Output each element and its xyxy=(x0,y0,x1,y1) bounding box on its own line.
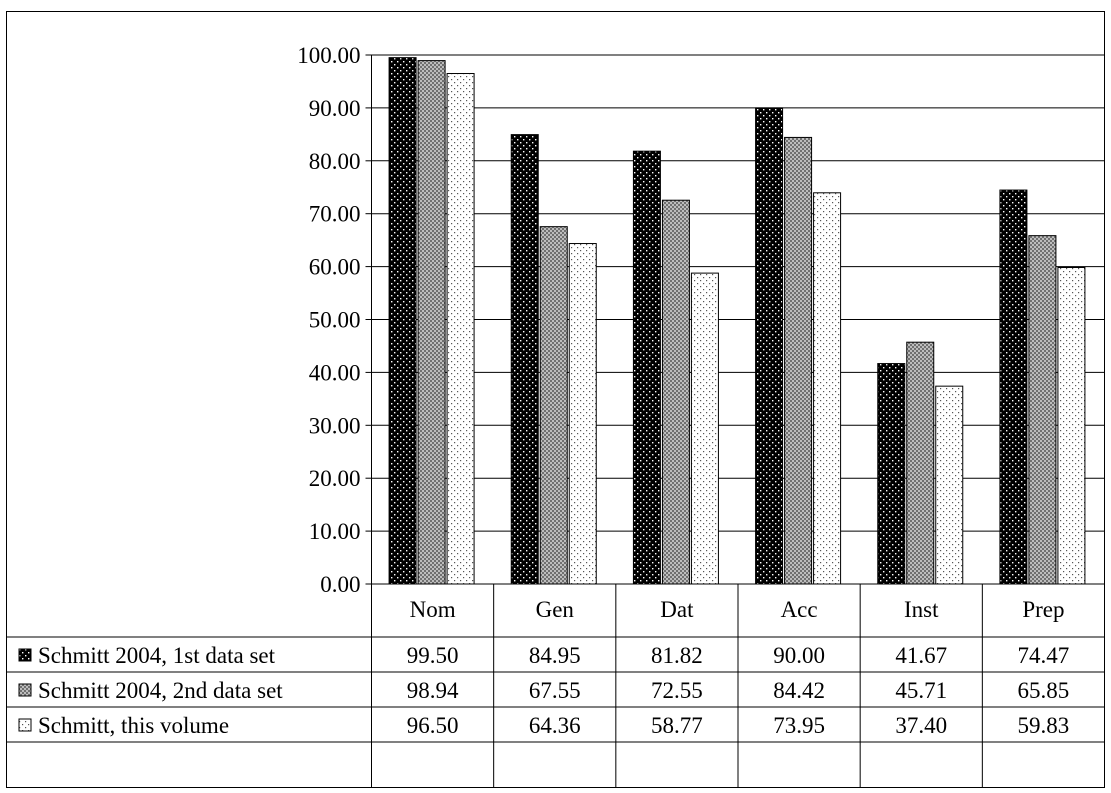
bar xyxy=(510,134,539,585)
bar xyxy=(784,136,813,585)
y-tick-label: 50.00 xyxy=(309,308,361,333)
category-label: Prep xyxy=(1022,597,1064,622)
series-name: Schmitt 2004, 2nd data set xyxy=(38,678,283,703)
table-value: 99.50 xyxy=(407,643,459,668)
table-value: 65.85 xyxy=(1018,678,1070,703)
y-tick-label: 100.00 xyxy=(297,43,360,68)
y-tick-label: 80.00 xyxy=(309,149,361,174)
bar xyxy=(632,150,661,585)
category-label: Gen xyxy=(536,597,575,622)
bar xyxy=(935,385,964,585)
series-name: Schmitt, this volume xyxy=(38,713,229,738)
bar xyxy=(388,57,417,585)
table-value: 59.83 xyxy=(1018,713,1070,738)
table-value: 96.50 xyxy=(407,713,459,738)
table-value: 37.40 xyxy=(895,713,947,738)
y-tick-label: 70.00 xyxy=(309,202,361,227)
table-value: 81.82 xyxy=(651,643,703,668)
y-tick-label: 90.00 xyxy=(309,96,361,121)
legend-key xyxy=(18,718,32,732)
table-value: 72.55 xyxy=(651,678,703,703)
category-label: Inst xyxy=(904,597,939,622)
y-tick-label: 0.00 xyxy=(320,572,360,597)
table-value: 58.77 xyxy=(651,713,703,738)
bar xyxy=(1057,266,1086,585)
y-tick-label: 60.00 xyxy=(309,255,361,280)
y-axis-tick-labels: 0.00 10.00 20.00 30.00 40.00 50.00 60.00 70.00 8… xyxy=(297,43,360,597)
bar xyxy=(755,107,784,585)
table-value: 90.00 xyxy=(773,643,825,668)
y-tick-label: 10.00 xyxy=(309,519,361,544)
table-value: 64.36 xyxy=(529,713,581,738)
bar xyxy=(661,199,690,585)
table-value: 73.95 xyxy=(773,713,825,738)
bar xyxy=(877,363,906,585)
bar xyxy=(813,192,842,585)
legend-key xyxy=(18,648,32,662)
table-value: 41.67 xyxy=(895,643,947,668)
bar xyxy=(417,60,446,585)
y-tick-label: 20.00 xyxy=(309,466,361,491)
bar xyxy=(446,73,475,585)
bar xyxy=(539,226,568,585)
category-label: Nom xyxy=(410,597,456,622)
bar xyxy=(906,341,935,585)
y-tick-label: 40.00 xyxy=(309,360,361,385)
table-value: 67.55 xyxy=(529,678,581,703)
category-label: Acc xyxy=(781,597,818,622)
data-table: Nom Gen Dat Acc Inst Prep Schmitt 2004, 1st da… xyxy=(6,584,1105,788)
table-value: 84.42 xyxy=(773,678,825,703)
y-tick-label: 30.00 xyxy=(309,413,361,438)
series-name: Schmitt 2004, 1st data set xyxy=(38,643,276,668)
bar xyxy=(999,189,1028,585)
legend-key xyxy=(18,683,32,697)
table-value: 84.95 xyxy=(529,643,581,668)
gridlines xyxy=(365,54,1105,585)
table-value: 45.71 xyxy=(895,678,947,703)
table-value: 98.94 xyxy=(407,678,459,703)
bar xyxy=(690,272,719,585)
category-label: Dat xyxy=(660,597,694,622)
table-value: 74.47 xyxy=(1018,643,1070,668)
bar xyxy=(1028,235,1057,585)
bar xyxy=(568,243,597,585)
